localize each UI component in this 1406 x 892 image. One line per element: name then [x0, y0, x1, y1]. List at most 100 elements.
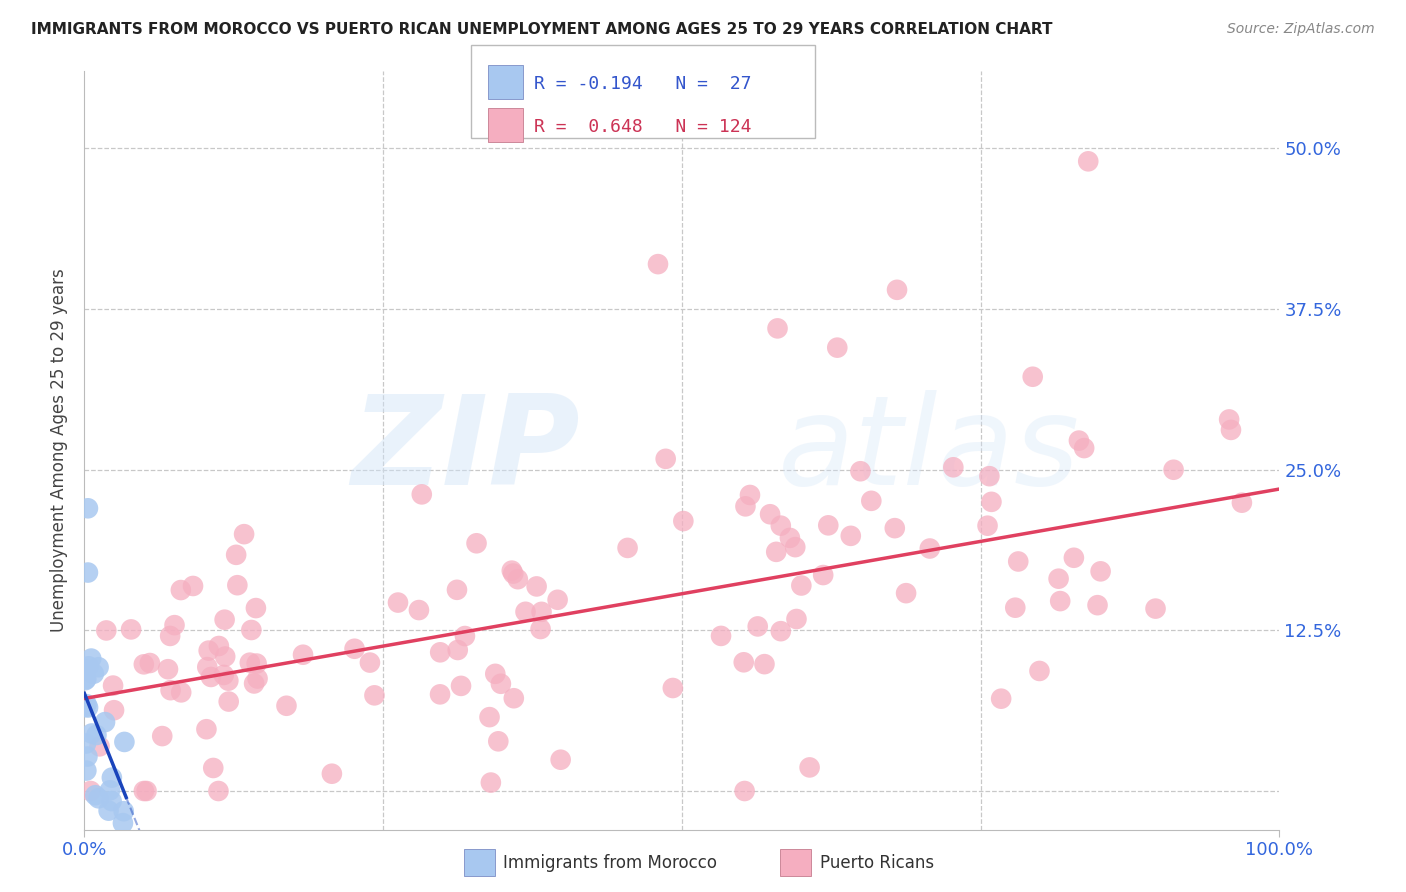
Point — [77, 566, 100, 580]
Point — [132, 657, 155, 672]
Y-axis label: Unemployment Among Ages 25 to 29 years: Unemployment Among Ages 25 to 29 years — [49, 268, 67, 632]
Point — [501, 564, 523, 578]
Point — [132, 784, 155, 798]
Point — [1073, 441, 1095, 455]
Point — [75, 673, 97, 688]
Point — [710, 629, 733, 643]
Point — [76, 698, 98, 712]
Point — [1144, 601, 1167, 615]
Point — [112, 804, 135, 818]
Point — [811, 568, 834, 582]
Point — [101, 679, 124, 693]
Point — [769, 624, 792, 639]
Point — [202, 761, 225, 775]
Point — [1049, 594, 1071, 608]
Point — [73, 700, 96, 714]
Point — [159, 683, 181, 698]
Point — [672, 514, 695, 528]
Point — [465, 536, 488, 550]
Point — [1004, 600, 1026, 615]
Point — [980, 495, 1002, 509]
Text: Immigrants from Morocco: Immigrants from Morocco — [503, 854, 717, 871]
Point — [817, 518, 839, 533]
Point — [429, 645, 451, 659]
Point — [159, 629, 181, 643]
Point — [502, 691, 524, 706]
Point — [84, 789, 107, 803]
Point — [779, 531, 801, 545]
Point — [1220, 423, 1243, 437]
Point — [87, 791, 110, 805]
Point — [766, 321, 789, 335]
Point — [547, 592, 569, 607]
Point — [89, 739, 111, 754]
Text: R =  0.648   N = 124: R = 0.648 N = 124 — [534, 118, 752, 136]
Point — [150, 729, 173, 743]
Point — [76, 749, 98, 764]
Point — [790, 578, 813, 592]
Point — [1163, 463, 1185, 477]
Point — [486, 734, 509, 748]
Point — [799, 760, 821, 774]
Point — [75, 737, 97, 751]
Point — [1028, 664, 1050, 678]
Point — [245, 601, 267, 615]
Point — [529, 622, 551, 636]
Point — [515, 605, 537, 619]
Point — [1063, 550, 1085, 565]
Point — [197, 643, 219, 657]
Point — [759, 508, 782, 522]
Point — [101, 771, 124, 785]
Point — [87, 660, 110, 674]
Point — [80, 651, 103, 665]
Point — [654, 451, 676, 466]
Point — [214, 649, 236, 664]
Point — [894, 586, 917, 600]
Point — [195, 660, 218, 674]
Point — [754, 657, 776, 672]
Point — [479, 775, 502, 789]
Point — [484, 666, 506, 681]
Point — [429, 687, 451, 701]
Point — [1007, 554, 1029, 568]
Text: IMMIGRANTS FROM MOROCCO VS PUERTO RICAN UNEMPLOYMENT AMONG AGES 25 TO 29 YEARS C: IMMIGRANTS FROM MOROCCO VS PUERTO RICAN … — [31, 22, 1053, 37]
Point — [734, 784, 756, 798]
Text: atlas: atlas — [778, 390, 1080, 511]
Point — [1077, 154, 1099, 169]
Point — [77, 700, 100, 714]
Point — [979, 469, 1001, 483]
Text: R = -0.194   N =  27: R = -0.194 N = 27 — [534, 75, 752, 93]
Point — [292, 648, 315, 662]
Point — [502, 566, 524, 581]
Point — [79, 784, 101, 798]
Point — [321, 766, 343, 780]
Point — [246, 672, 269, 686]
Point — [243, 676, 266, 690]
Point — [489, 677, 512, 691]
Point — [883, 521, 905, 535]
Point — [98, 783, 121, 797]
Point — [111, 816, 134, 830]
Point — [181, 579, 204, 593]
Text: ZIP: ZIP — [352, 390, 581, 511]
Point — [765, 545, 787, 559]
Point — [447, 643, 470, 657]
Point — [86, 728, 108, 742]
Point — [918, 541, 941, 556]
Point — [163, 618, 186, 632]
Point — [1218, 412, 1240, 426]
Point — [200, 670, 222, 684]
Point — [942, 460, 965, 475]
Point — [526, 579, 548, 593]
Point — [208, 639, 231, 653]
Point — [747, 619, 769, 633]
Point — [73, 662, 96, 676]
Point — [1022, 369, 1045, 384]
Point — [769, 518, 792, 533]
Point — [839, 529, 862, 543]
Point — [860, 493, 883, 508]
Point — [550, 753, 572, 767]
Point — [785, 612, 807, 626]
Point — [454, 629, 477, 643]
Point — [112, 735, 135, 749]
